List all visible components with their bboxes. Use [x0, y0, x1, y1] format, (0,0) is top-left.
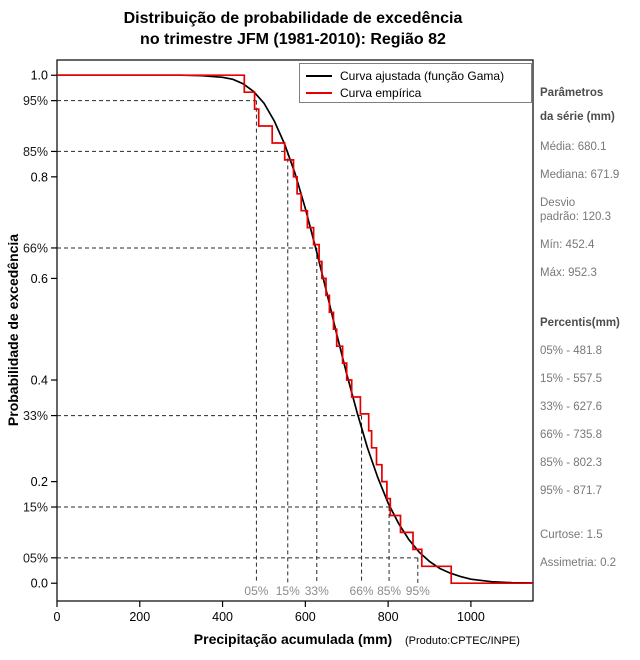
svg-text:66%: 66% — [350, 584, 374, 598]
shape-stat: Assimetria: 0.2 — [540, 557, 617, 569]
legend-item-gamma: Curva ajustada (função Gama) — [306, 68, 525, 84]
stats-panel: Parâmetros da série (mm) Média: 680.1 Medi… — [540, 0, 638, 660]
axes: 0 200 400 600 800 1000 0.0 0.2 0.4 0.6 0.8 1.0 — [31, 59, 534, 624]
shape-stat: Curtose: 1.5 — [540, 529, 603, 541]
svg-text:15%: 15% — [276, 584, 300, 598]
legend-label-empirical: Curva empírica — [340, 86, 422, 100]
series-stat: Mediana: 671.9 — [540, 169, 620, 181]
percentile-stats-block: 05% - 481.8 15% - 557.5 33% - 627.6 66% - 7… — [540, 344, 638, 512]
series-stats-block: Média: 680.1 Mediana: 671.9 Desvio padrão:… — [540, 140, 638, 294]
svg-text:0.8: 0.8 — [31, 170, 48, 184]
svg-text:1000: 1000 — [457, 610, 485, 624]
chart-title-line1: Distribuição de probabilidade de excedên… — [123, 10, 463, 27]
percentile-stat: 66% - 735.8 — [540, 429, 603, 441]
svg-text:200: 200 — [129, 610, 150, 624]
stats-header: da série (mm) — [540, 111, 615, 123]
svg-text:600: 600 — [295, 610, 316, 624]
series-stat: Média: 680.1 — [540, 141, 607, 153]
svg-text:1.0: 1.0 — [31, 69, 48, 83]
svg-text:0.6: 0.6 — [31, 272, 48, 286]
series-stat: Máx: 952.3 — [540, 267, 597, 279]
chart-title-line2: no trimestre JFM (1981-2010): Região 82 — [140, 31, 446, 48]
svg-text:33%: 33% — [23, 409, 48, 423]
chart-title: Distribuição de probabilidade de excedên… — [0, 8, 586, 50]
series-stat: Desvio padrão: 120.3 — [540, 197, 611, 223]
gamma-curve-line-swatch — [306, 75, 332, 77]
percentile-stat: 95% - 871.7 — [540, 485, 603, 497]
svg-text:0.0: 0.0 — [31, 577, 48, 591]
gamma-fitted-curve — [57, 74, 534, 584]
y-axis-label: Probabilidade de excedência — [5, 233, 21, 427]
percentiles-header: Percentis(mm) — [540, 317, 620, 329]
empirical-curve — [57, 74, 533, 585]
series-stat: Mín: 452.4 — [540, 239, 595, 251]
percentile-stat: 05% - 481.8 — [540, 345, 603, 357]
percentile-stat: 85% - 802.3 — [540, 457, 603, 469]
svg-text:0.2: 0.2 — [31, 475, 48, 489]
svg-text:66%: 66% — [23, 241, 48, 255]
svg-text:15%: 15% — [23, 501, 48, 515]
svg-text:95%: 95% — [406, 584, 430, 598]
legend-label-gamma: Curva ajustada (função Gama) — [340, 69, 505, 83]
percentile-guides: 95% 05% 85% 15% 66% 33% 33% 66% 15% 85% 05% 95% — [23, 94, 430, 598]
legend-item-empirical: Curva empírica — [306, 85, 525, 101]
svg-text:400: 400 — [212, 610, 233, 624]
series-header-block: Parâmetros da série (mm) — [540, 86, 638, 134]
percentile-stat: 15% - 557.5 — [540, 373, 603, 385]
svg-text:95%: 95% — [23, 94, 48, 108]
shape-stats-block: Curtose: 1.5 Assimetria: 0.2 — [540, 528, 638, 584]
stats-header: Parâmetros — [540, 87, 604, 99]
product-note: (Produto:CPTEC/INPE) — [405, 635, 520, 647]
empirical-curve-line-swatch — [306, 92, 332, 94]
svg-text:0: 0 — [54, 610, 61, 624]
svg-text:800: 800 — [378, 610, 399, 624]
svg-text:85%: 85% — [23, 145, 48, 159]
svg-text:85%: 85% — [377, 584, 401, 598]
legend: Curva ajustada (função Gama) Curva empír… — [299, 63, 532, 103]
svg-text:0.4: 0.4 — [31, 374, 48, 388]
svg-text:05%: 05% — [244, 584, 268, 598]
percentiles-header-block: Percentis(mm) — [540, 316, 638, 340]
percentile-stat: 33% - 627.6 — [540, 401, 603, 413]
svg-text:05%: 05% — [23, 551, 48, 565]
svg-text:33%: 33% — [305, 584, 329, 598]
x-axis-label: Precipitação acumulada (mm) — [193, 631, 393, 647]
